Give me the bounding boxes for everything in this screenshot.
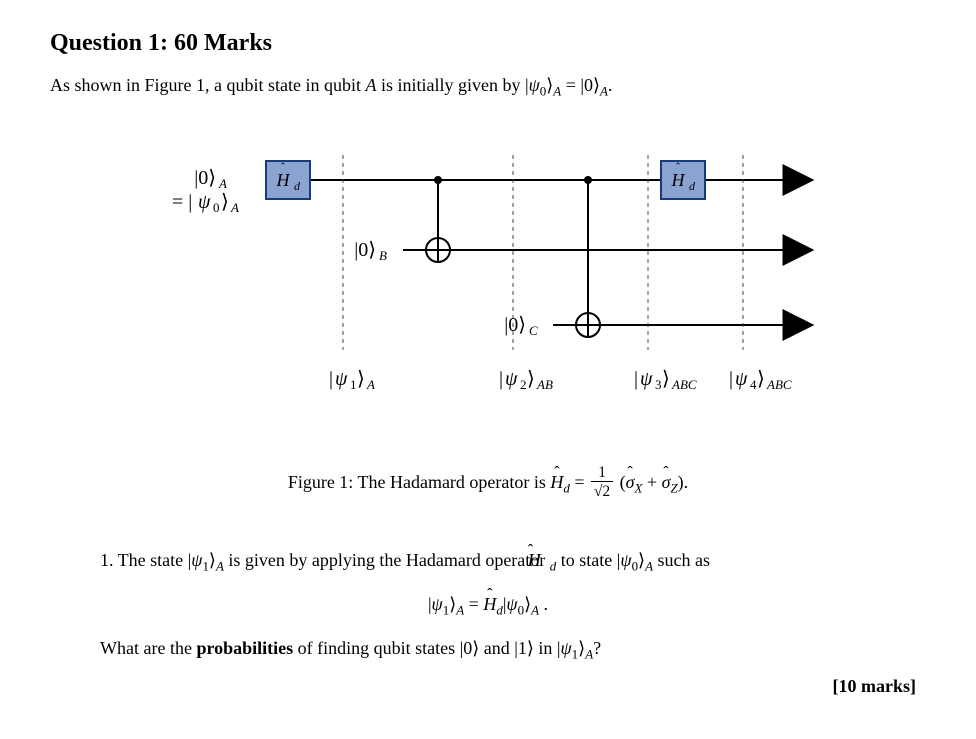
svg-text:0: 0: [213, 200, 220, 215]
psi: ψ: [506, 594, 517, 614]
svg-text:A: A: [218, 176, 227, 191]
svg-text:|: |: [634, 368, 638, 390]
svg-text:ψ: ψ: [505, 368, 518, 390]
sub: Z: [670, 480, 677, 495]
prompt-text: As shown in Figure 1, a qubit state in q…: [50, 75, 365, 95]
svg-text:⟩: ⟩: [221, 191, 229, 213]
svg-text:|: |: [729, 368, 733, 390]
svg-text:ABC: ABC: [766, 377, 792, 392]
sub-question-1: 1. The state |ψ1⟩A is given by applying …: [100, 547, 926, 576]
svg-text:2: 2: [520, 377, 527, 392]
sub: A: [645, 559, 653, 574]
svg-text:|0⟩: |0⟩: [194, 167, 216, 189]
svg-text:= |: = |: [172, 191, 192, 213]
svg-text:d: d: [294, 179, 301, 193]
eq: =: [570, 472, 589, 492]
t: is given by applying the Hadamard operat…: [224, 550, 550, 570]
svg-text:⟩: ⟩: [357, 368, 365, 390]
svg-text:⟩: ⟩: [757, 368, 765, 390]
svg-text:3: 3: [655, 377, 662, 392]
svg-text:|0⟩: |0⟩: [354, 239, 376, 261]
question-prompt: As shown in Figure 1, a qubit state in q…: [50, 75, 926, 100]
psi: ψ: [620, 550, 631, 570]
end: .: [608, 75, 613, 95]
qmark: ?: [593, 638, 601, 658]
sub: A: [216, 559, 224, 574]
svg-text:B: B: [379, 248, 387, 263]
svg-text:ψ: ψ: [335, 368, 348, 390]
psi: ψ: [432, 594, 443, 614]
ket: ⟩: [209, 550, 216, 570]
close-paren: ).: [678, 472, 689, 492]
end: .: [539, 594, 548, 614]
svg-text:AB: AB: [536, 377, 553, 392]
quantum-circuit-diagram: HˆdHˆd|0⟩A= |ψ0⟩A|0⟩B|0⟩C|ψ1⟩A|ψ2⟩AB|ψ3⟩…: [138, 140, 838, 430]
question-title: Question 1: 60 Marks: [50, 30, 926, 57]
equation: |ψ1⟩A = ˆHd|ψ0⟩A .: [50, 594, 926, 619]
svg-text:A: A: [230, 200, 239, 215]
svg-text:4: 4: [750, 377, 757, 392]
svg-text:|: |: [329, 368, 333, 390]
sub: A: [531, 603, 539, 618]
eq-sign: =: [464, 594, 483, 614]
t: to state |: [556, 550, 620, 570]
prompt-text: is initially given by |: [376, 75, 528, 95]
t: The state |: [114, 550, 192, 570]
eq: = |0⟩: [561, 75, 600, 95]
qubit-var: A: [365, 75, 376, 95]
sub: A: [456, 603, 464, 618]
follow-up-question: What are the probabilities of finding qu…: [100, 635, 926, 664]
svg-text:⟩: ⟩: [662, 368, 670, 390]
sub: A: [585, 646, 593, 661]
marks-label: [10 marks]: [50, 676, 916, 697]
plus: +: [642, 472, 661, 492]
svg-text:ψ: ψ: [640, 368, 653, 390]
psi: ψ: [560, 638, 571, 658]
caption-text: Figure 1: The Hadamard operator is: [288, 472, 551, 492]
psi: ψ: [529, 75, 540, 95]
svg-text:|0⟩: |0⟩: [504, 314, 526, 336]
svg-text:⟩: ⟩: [527, 368, 535, 390]
svg-text:ψ: ψ: [198, 191, 211, 213]
svg-text:ˆ: ˆ: [676, 160, 680, 174]
bold-word: probabilities: [196, 638, 293, 658]
t: of finding qubit states |0⟩ and |1⟩ in |: [293, 638, 560, 658]
svg-text:ˆ: ˆ: [281, 160, 285, 174]
q-number: 1.: [100, 550, 114, 570]
psi: ψ: [191, 550, 202, 570]
frac-den: √2: [591, 482, 613, 502]
open-paren: (: [615, 472, 626, 492]
svg-text:|: |: [499, 368, 503, 390]
svg-text:d: d: [689, 179, 696, 193]
svg-text:C: C: [529, 323, 538, 338]
t: such as: [653, 550, 710, 570]
figure-1: HˆdHˆd|0⟩A= |ψ0⟩A|0⟩B|0⟩C|ψ1⟩A|ψ2⟩AB|ψ3⟩…: [50, 140, 926, 435]
svg-text:A: A: [366, 377, 375, 392]
svg-text:ψ: ψ: [735, 368, 748, 390]
frac-num: 1: [591, 465, 613, 483]
t: What are the: [100, 638, 196, 658]
svg-text:1: 1: [350, 377, 357, 392]
sub: A: [600, 84, 608, 99]
figure-caption: Figure 1: The Hadamard operator is ˆHd =…: [50, 465, 926, 503]
svg-text:ABC: ABC: [671, 377, 697, 392]
